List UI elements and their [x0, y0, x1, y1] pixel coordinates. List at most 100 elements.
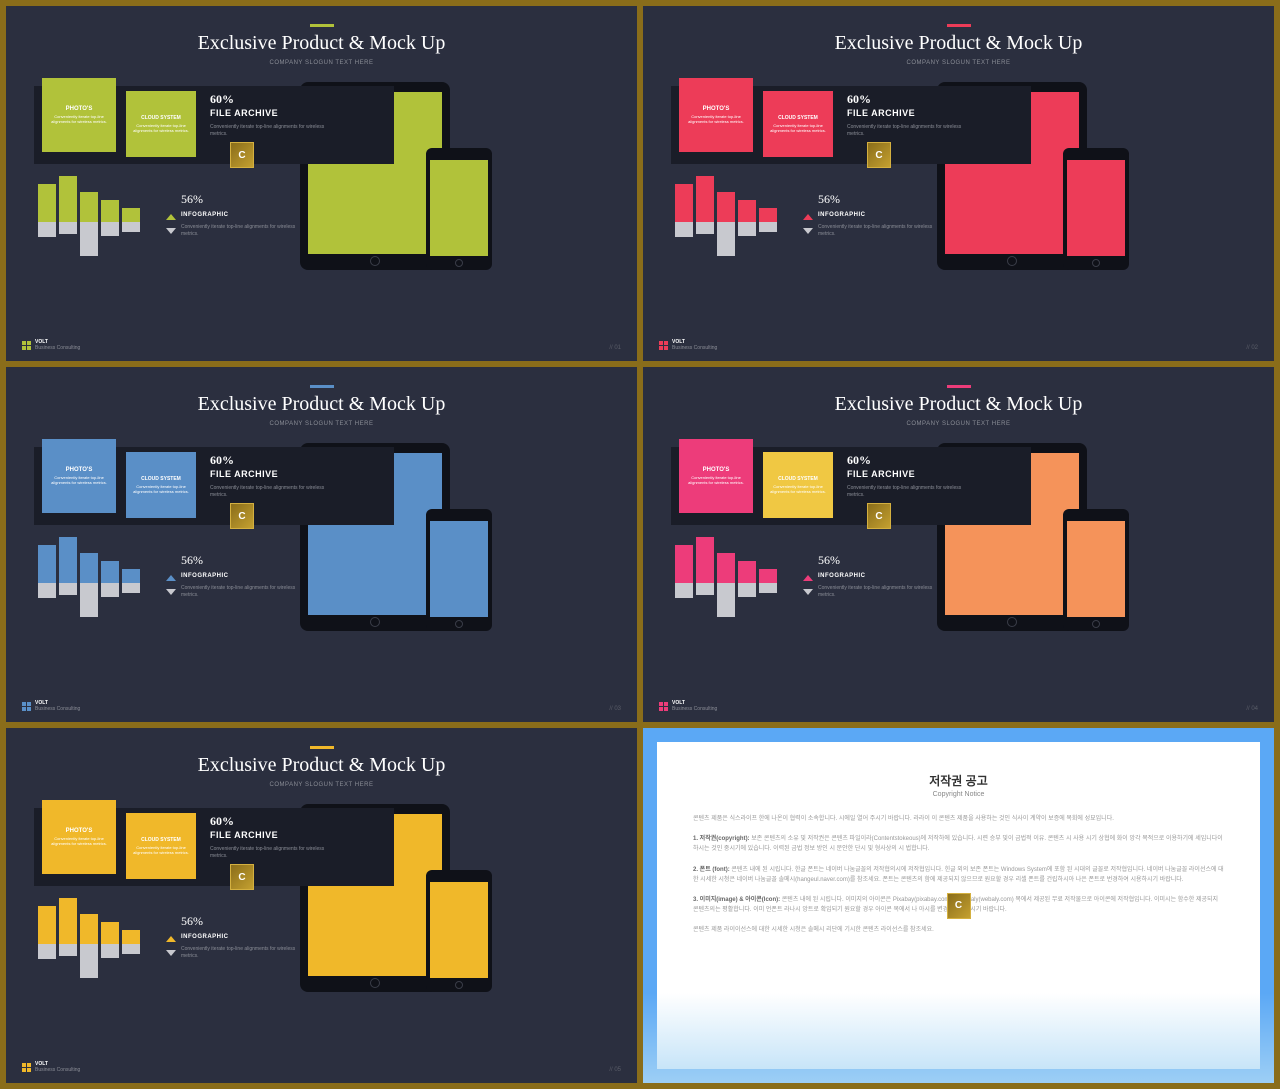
archive-percent: 60%	[210, 814, 234, 829]
notice-title: 저작권 공고	[693, 772, 1224, 789]
chart-bar-top	[759, 208, 777, 222]
triangle-down-icon	[803, 228, 813, 234]
cloud-box: CLOUD SYSTEM Conveniently iterate top-li…	[126, 813, 196, 879]
slide-title: Exclusive Product & Mock Up	[643, 393, 1274, 416]
photo-box-title: PHOTO'S	[66, 467, 93, 473]
info-text: Conveniently iterate top-line alignments…	[818, 224, 948, 238]
accent-bar	[310, 385, 334, 388]
chart-bar-top	[675, 545, 693, 583]
chart-bar-bottom	[80, 583, 98, 617]
chart-bar-bottom	[122, 583, 140, 593]
phone-mockup	[426, 148, 492, 270]
phone-screen	[430, 160, 488, 256]
photo-box: PHOTO'S Conveniently iterate top-line al…	[679, 439, 753, 513]
chart-bar-top	[738, 200, 756, 222]
photo-box-text: Conveniently iterate top-line alignments…	[683, 475, 749, 485]
footer-sub: Business Consulting	[35, 1067, 80, 1073]
triangle-up-icon	[803, 214, 813, 220]
footer-logo: VOLT Business Consulting	[659, 700, 717, 712]
slide-subtitle: COMPANY SLOGUN TEXT HERE	[6, 782, 637, 788]
slide-subtitle: COMPANY SLOGUN TEXT HERE	[6, 421, 637, 427]
page-number: // 05	[609, 1067, 621, 1073]
phone-home-button	[1092, 259, 1100, 267]
logo-icon	[22, 702, 31, 711]
accent-bar	[947, 385, 971, 388]
cloud-box-title: CLOUD SYSTEM	[778, 476, 818, 482]
archive-label: FILE ARCHIVE	[210, 469, 278, 479]
chart-bar-top	[101, 561, 119, 583]
phone-screen	[430, 521, 488, 617]
photo-box-title: PHOTO'S	[66, 828, 93, 834]
accent-bar	[310, 746, 334, 749]
bar-chart	[38, 174, 154, 264]
presentation-slide: Exclusive Product & Mock Up COMPANY SLOG…	[643, 367, 1274, 722]
phone-screen	[1067, 160, 1125, 256]
copyright-notice-slide: 저작권 공고 Copyright Notice 콘텐츠 제품은 식스라이프 한에…	[643, 728, 1274, 1083]
cloud-box: CLOUD SYSTEM Conveniently iterate top-li…	[763, 452, 833, 518]
chart-bar-top	[717, 192, 735, 222]
bar-chart	[675, 535, 791, 625]
footer-logo: VOLT Business Consulting	[659, 339, 717, 351]
chart-bar-bottom	[696, 222, 714, 234]
phone-home-button	[455, 259, 463, 267]
phone-screen	[1067, 521, 1125, 617]
chart-bar-bottom	[717, 222, 735, 256]
presentation-slide: Exclusive Product & Mock Up COMPANY SLOG…	[643, 6, 1274, 361]
triangle-up-icon	[803, 575, 813, 581]
phone-mockup	[1063, 148, 1129, 270]
page-number: // 03	[609, 706, 621, 712]
chart-bar-bottom	[675, 222, 693, 237]
chart-bar-top	[38, 906, 56, 944]
photo-box: PHOTO'S Conveniently iterate top-line al…	[42, 78, 116, 152]
info-text: Conveniently iterate top-line alignments…	[181, 224, 311, 238]
chart-bar-bottom	[122, 222, 140, 232]
chart-bar-top	[122, 930, 140, 944]
slide-title: Exclusive Product & Mock Up	[643, 32, 1274, 55]
info-percent: 56%	[181, 192, 203, 207]
chart-bar-top	[696, 537, 714, 583]
page-number: // 02	[1246, 345, 1258, 351]
archive-label: FILE ARCHIVE	[210, 830, 278, 840]
chart-bar-bottom	[38, 944, 56, 959]
presentation-slide: Exclusive Product & Mock Up COMPANY SLOG…	[6, 367, 637, 722]
photo-box: PHOTO'S Conveniently iterate top-line al…	[42, 439, 116, 513]
footer-logo: VOLT Business Consulting	[22, 700, 80, 712]
chart-bar-bottom	[101, 222, 119, 236]
notice-paragraph: 콘텐츠 제품 라이이선스에 대한 시세한 시청은 솔메시 리단에 기시한 콘텐츠…	[693, 925, 1224, 935]
cloud-box-title: CLOUD SYSTEM	[141, 115, 181, 121]
info-label: INFOGRAPHIC	[181, 934, 229, 940]
archive-text: Conveniently iterate top-line alignments…	[847, 124, 977, 138]
contents-badge-icon: C	[230, 864, 254, 890]
chart-bar-bottom	[59, 944, 77, 956]
cloud-box-title: CLOUD SYSTEM	[778, 115, 818, 121]
triangle-up-icon	[166, 575, 176, 581]
logo-icon	[659, 341, 668, 350]
archive-text: Conveniently iterate top-line alignments…	[210, 846, 340, 860]
cloud-box: CLOUD SYSTEM Conveniently iterate top-li…	[126, 452, 196, 518]
slide-title: Exclusive Product & Mock Up	[6, 32, 637, 55]
chart-bar-top	[738, 561, 756, 583]
chart-bar-top	[59, 176, 77, 222]
archive-label: FILE ARCHIVE	[847, 108, 915, 118]
triangle-down-icon	[166, 228, 176, 234]
accent-bar	[310, 24, 334, 27]
page-number: // 04	[1246, 706, 1258, 712]
cloud-box-text: Conveniently iterate top-line alignments…	[130, 123, 192, 133]
info-text: Conveniently iterate top-line alignments…	[181, 946, 311, 960]
photo-box-text: Conveniently iterate top-line alignments…	[46, 114, 112, 124]
archive-text: Conveniently iterate top-line alignments…	[210, 124, 340, 138]
cloud-box: CLOUD SYSTEM Conveniently iterate top-li…	[126, 91, 196, 157]
archive-label: FILE ARCHIVE	[210, 108, 278, 118]
photo-box-text: Conveniently iterate top-line alignments…	[46, 475, 112, 485]
chart-bar-top	[717, 553, 735, 583]
cloud-box: CLOUD SYSTEM Conveniently iterate top-li…	[763, 91, 833, 157]
notice-paragraph: 2. 폰트 (font): 콘텐츠 내에 된 시립니다. 한글 폰트는 네이버 …	[693, 865, 1224, 885]
tablet-home-button	[370, 978, 380, 988]
photo-box-title: PHOTO'S	[66, 106, 93, 112]
info-text: Conveniently iterate top-line alignments…	[181, 585, 311, 599]
chart-bar-top	[80, 553, 98, 583]
chart-bar-bottom	[101, 944, 119, 958]
archive-percent: 60%	[847, 92, 871, 107]
logo-icon	[22, 1063, 31, 1072]
phone-mockup	[1063, 509, 1129, 631]
